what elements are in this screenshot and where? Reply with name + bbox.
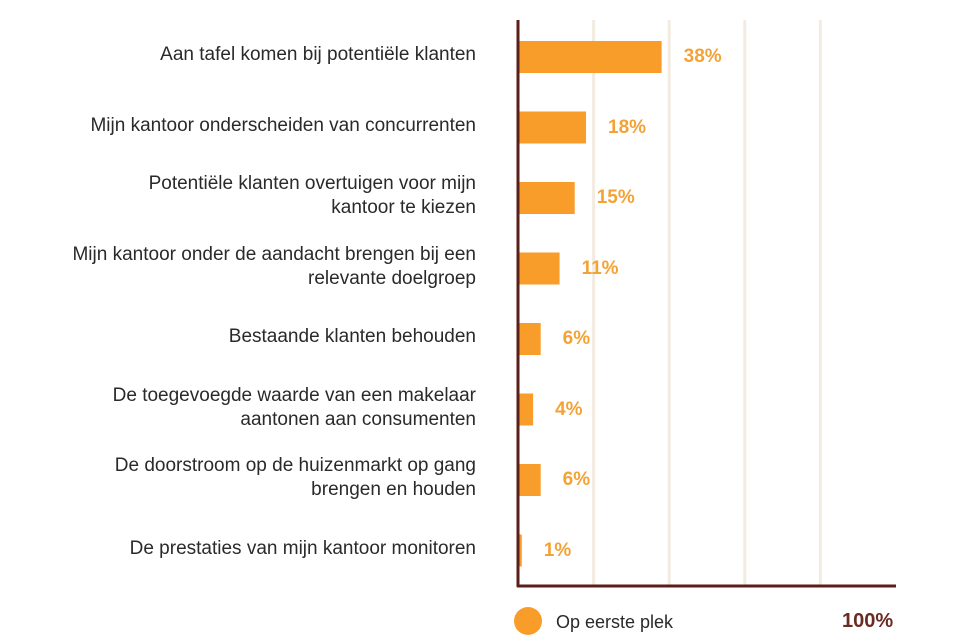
bar-7 — [518, 534, 522, 567]
value-label-4: 6% — [562, 328, 591, 349]
value-label-1: 18% — [608, 116, 647, 138]
category-label-line: kantoor te kiezen — [331, 197, 476, 218]
category-label-line: Potentiële klanten overtuigen voor mijn — [148, 173, 476, 194]
category-label-line: Mijn kantoor onderscheiden van concurren… — [90, 114, 476, 136]
category-label-line: Mijn kantoor onder de aandacht brengen b… — [72, 243, 476, 265]
value-label-5: 4% — [555, 398, 583, 420]
category-label-line: Bestaande klanten behouden — [228, 326, 476, 347]
category-label-0: Aan tafel komen bij potentiële klanten — [6, 43, 476, 67]
bar-0 — [518, 41, 662, 73]
bar-4 — [518, 323, 541, 355]
bar-6 — [518, 464, 541, 496]
category-label-line: aantonen aan consumenten — [240, 408, 476, 430]
value-label-2: 15% — [596, 187, 635, 208]
category-label-1: Mijn kantoor onderscheiden van concurren… — [6, 114, 476, 138]
category-label-7: De prestaties van mijn kantoor monitoren — [6, 537, 476, 561]
category-label-line: De doorstroom op de huizenmarkt op gang — [114, 455, 476, 476]
category-label-line: relevante doelgroep — [308, 267, 476, 289]
value-label-7: 1% — [543, 539, 572, 561]
legend-label: Op eerste plek — [556, 612, 674, 632]
category-label-line: De prestaties van mijn kantoor monitoren — [129, 537, 476, 559]
category-label-6: De doorstroom op de huizenmarkt op gang b… — [6, 454, 476, 502]
category-label-line: De toegevoegde waarde van een makelaar — [112, 384, 476, 406]
bar-1 — [518, 111, 587, 144]
category-label-4: Bestaande klanten behouden — [6, 325, 476, 349]
value-label-3: 11% — [581, 257, 619, 279]
bar-5 — [518, 393, 534, 426]
bar-3 — [518, 252, 560, 285]
legend-swatch — [514, 607, 542, 635]
category-label-3: Mijn kantoor onder de aandacht brengen b… — [6, 243, 476, 291]
category-label-line: Aan tafel komen bij potentiële klanten — [160, 44, 476, 65]
category-label-line: brengen en houden — [311, 479, 476, 500]
category-label-5: De toegevoegde waarde van een makelaar aa… — [6, 384, 476, 432]
value-label-6: 6% — [562, 469, 591, 490]
value-label-0: 38% — [683, 46, 722, 67]
category-label-2: Potentiële klanten overtuigen voor mijn k… — [6, 172, 476, 220]
x-axis-max-label: 100% — [842, 610, 894, 632]
bar-2 — [518, 182, 575, 214]
